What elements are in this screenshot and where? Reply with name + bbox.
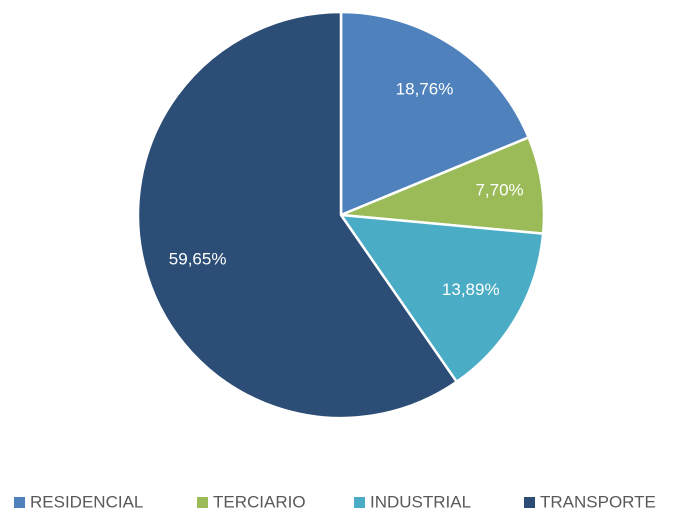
legend-label: RESIDENCIAL [30, 492, 143, 511]
pie-slice [339, 10, 531, 217]
legend-swatch [354, 497, 365, 508]
legend-swatch [524, 497, 535, 508]
legend-swatch [14, 497, 25, 508]
data-label: 13,89% [442, 280, 500, 299]
pie-slice [136, 10, 459, 420]
data-label: 7,70% [475, 180, 523, 199]
data-label: 59,65% [169, 249, 227, 268]
pie-slice [340, 135, 546, 235]
legend-label: INDUSTRIAL [370, 492, 471, 511]
legend-label: TERCIARIO [213, 492, 306, 511]
data-label: 18,76% [396, 80, 454, 99]
pie-slice [338, 213, 545, 384]
legend-label: TRANSPORTE [540, 492, 656, 511]
legend-swatch [197, 497, 208, 508]
